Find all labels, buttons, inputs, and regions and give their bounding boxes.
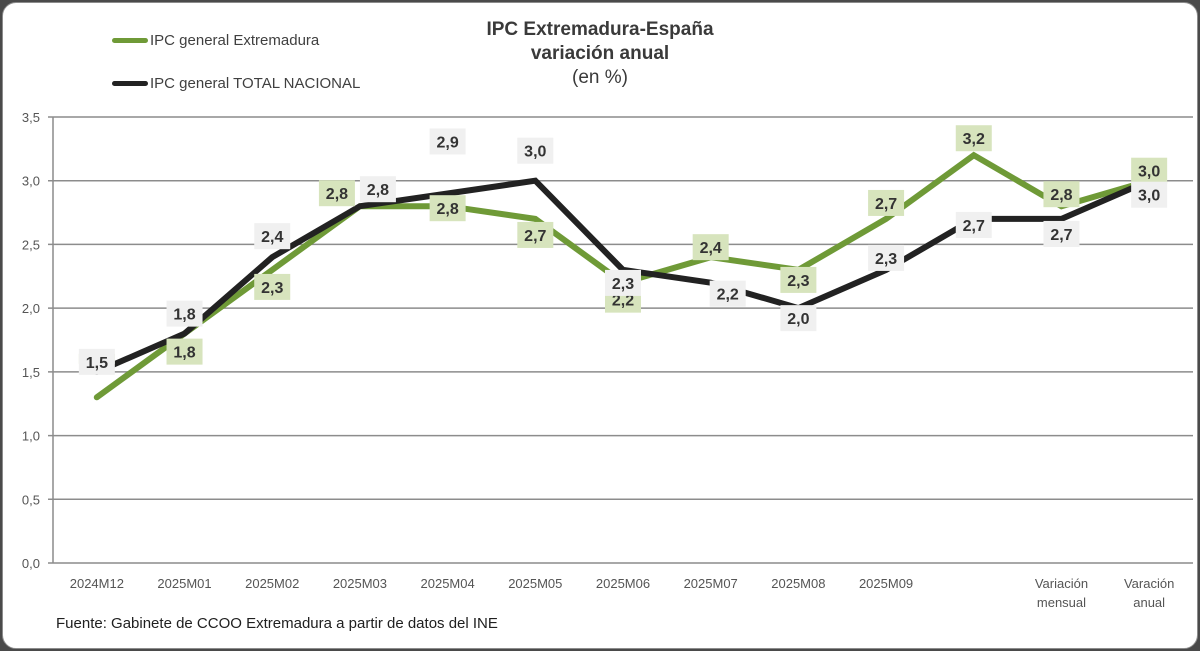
x-tick-label: 2025M01 [157, 576, 211, 591]
chart-unit-note: (en %) [572, 67, 628, 88]
y-tick-label: 2,5 [22, 237, 40, 252]
data-label-extremadura: 3,2 [963, 131, 985, 148]
data-label-nacional: 1,8 [173, 307, 195, 324]
data-label-bg-nacional [359, 176, 396, 203]
data-label-bg-nacional [1043, 220, 1080, 247]
data-label-bg-nacional [254, 223, 291, 250]
legend-label-nacional: IPC general TOTAL NACIONAL [150, 75, 361, 92]
chart-title-block: IPC Extremadura-España variación anual (… [0, 18, 1200, 90]
x-tick-label: anual [1133, 595, 1165, 610]
source-note: Fuente: Gabinete de CCOO Extremadura a p… [56, 615, 498, 632]
data-label-bg-nacional [1131, 181, 1168, 208]
data-label-extremadura: 1,8 [173, 345, 195, 362]
data-label-bg-nacional [780, 305, 817, 332]
x-tick-label: 2025M08 [771, 576, 825, 591]
x-tick-label: 2025M03 [333, 576, 387, 591]
x-tick-label: 2025M06 [596, 576, 650, 591]
data-label-extremadura: 2,7 [875, 196, 897, 213]
data-label-nacional: 2,3 [612, 276, 634, 293]
data-label-bg-extremadura [1043, 181, 1080, 208]
x-tick-label: Variación [1035, 576, 1088, 591]
data-label-extremadura: 2,8 [326, 186, 348, 203]
data-label-bg-nacional [429, 128, 466, 155]
data-label-bg-nacional [955, 211, 992, 238]
x-tick-label: 2025M07 [684, 576, 738, 591]
x-tick-label: 2025M04 [421, 576, 475, 591]
axes: 0,0 0,5 1,0 1,5 2,0 2,5 3,0 3,5 2024M12 2025M01 20… [22, 110, 1174, 610]
y-tick-label: 3,0 [22, 174, 40, 189]
chart-subtitle: variación anual [530, 43, 670, 64]
x-tick-label: 2025M05 [508, 576, 562, 591]
x-tick-label: Varación [1124, 576, 1174, 591]
legend-swatch-nacional [112, 81, 148, 86]
data-label-bg-extremadura [868, 189, 905, 216]
data-label-extremadura: 2,7 [524, 228, 546, 245]
data-label-nacional: 3,0 [1138, 188, 1160, 205]
data-label-bg-extremadura [955, 125, 992, 152]
data-labels: 1,8 2,3 2,8 2,8 2,7 2,2 2,4 2,3 2,7 3,2 2,8 3,0 1,5 1… [78, 125, 1168, 375]
data-label-bg-nacional [78, 348, 115, 375]
x-tick-label: 2024M12 [70, 576, 124, 591]
x-tick-label: mensual [1037, 595, 1086, 610]
y-tick-label: 0,0 [22, 556, 40, 571]
data-label-extremadura: 3,0 [1138, 164, 1160, 181]
data-label-bg-nacional [709, 280, 746, 307]
data-label-nacional: 3,0 [524, 144, 546, 161]
y-tick-label: 2,0 [22, 301, 40, 316]
data-label-extremadura: 2,8 [436, 201, 458, 218]
y-tick-label: 1,0 [22, 429, 40, 444]
data-label-bg-extremadura [780, 266, 817, 293]
data-label-nacional: 2,2 [717, 287, 739, 304]
data-label-extremadura: 2,2 [612, 293, 634, 310]
legend-label-extremadura: IPC general Extremadura [150, 32, 320, 49]
x-tick-label: 2025M02 [245, 576, 299, 591]
grid-lines [48, 116, 1193, 564]
data-label-bg-extremadura [517, 221, 554, 248]
legend-swatch-extremadura [112, 38, 148, 43]
data-label-nacional: 2,7 [963, 218, 985, 235]
y-tick-label: 3,5 [22, 110, 40, 125]
y-tick-label: 0,5 [22, 492, 40, 507]
data-label-extremadura: 2,3 [787, 273, 809, 290]
chart-title: IPC Extremadura-España [486, 19, 714, 40]
data-label-bg-extremadura [318, 180, 355, 207]
data-label-nacional: 2,8 [367, 182, 389, 199]
data-label-extremadura: 2,8 [1050, 187, 1072, 204]
data-label-nacional: 2,9 [436, 134, 458, 151]
data-label-bg-extremadura [692, 234, 729, 261]
data-label-bg-nacional [517, 137, 554, 164]
legend-item-extremadura: IPC general Extremadura [112, 32, 319, 49]
data-label-extremadura: 2,4 [700, 240, 722, 257]
data-label-bg-extremadura [166, 338, 203, 365]
legend-item-nacional: IPC general TOTAL NACIONAL [112, 75, 360, 92]
data-label-bg-nacional [166, 300, 203, 327]
data-label-extremadura: 2,3 [261, 280, 283, 297]
data-label-nacional: 2,7 [1050, 227, 1072, 244]
data-label-bg-nacional [868, 244, 905, 271]
data-label-nacional: 1,5 [86, 355, 108, 372]
y-tick-label: 1,5 [22, 365, 40, 380]
data-label-bg-extremadura [1131, 157, 1168, 184]
data-label-bg-extremadura [429, 195, 466, 222]
data-label-bg-extremadura [254, 273, 291, 300]
data-label-bg-nacional [605, 269, 641, 296]
data-label-nacional: 2,3 [875, 251, 897, 268]
x-tick-label: 2025M09 [859, 576, 913, 591]
data-label-nacional: 2,4 [261, 229, 283, 246]
data-label-nacional: 2,0 [787, 311, 809, 328]
